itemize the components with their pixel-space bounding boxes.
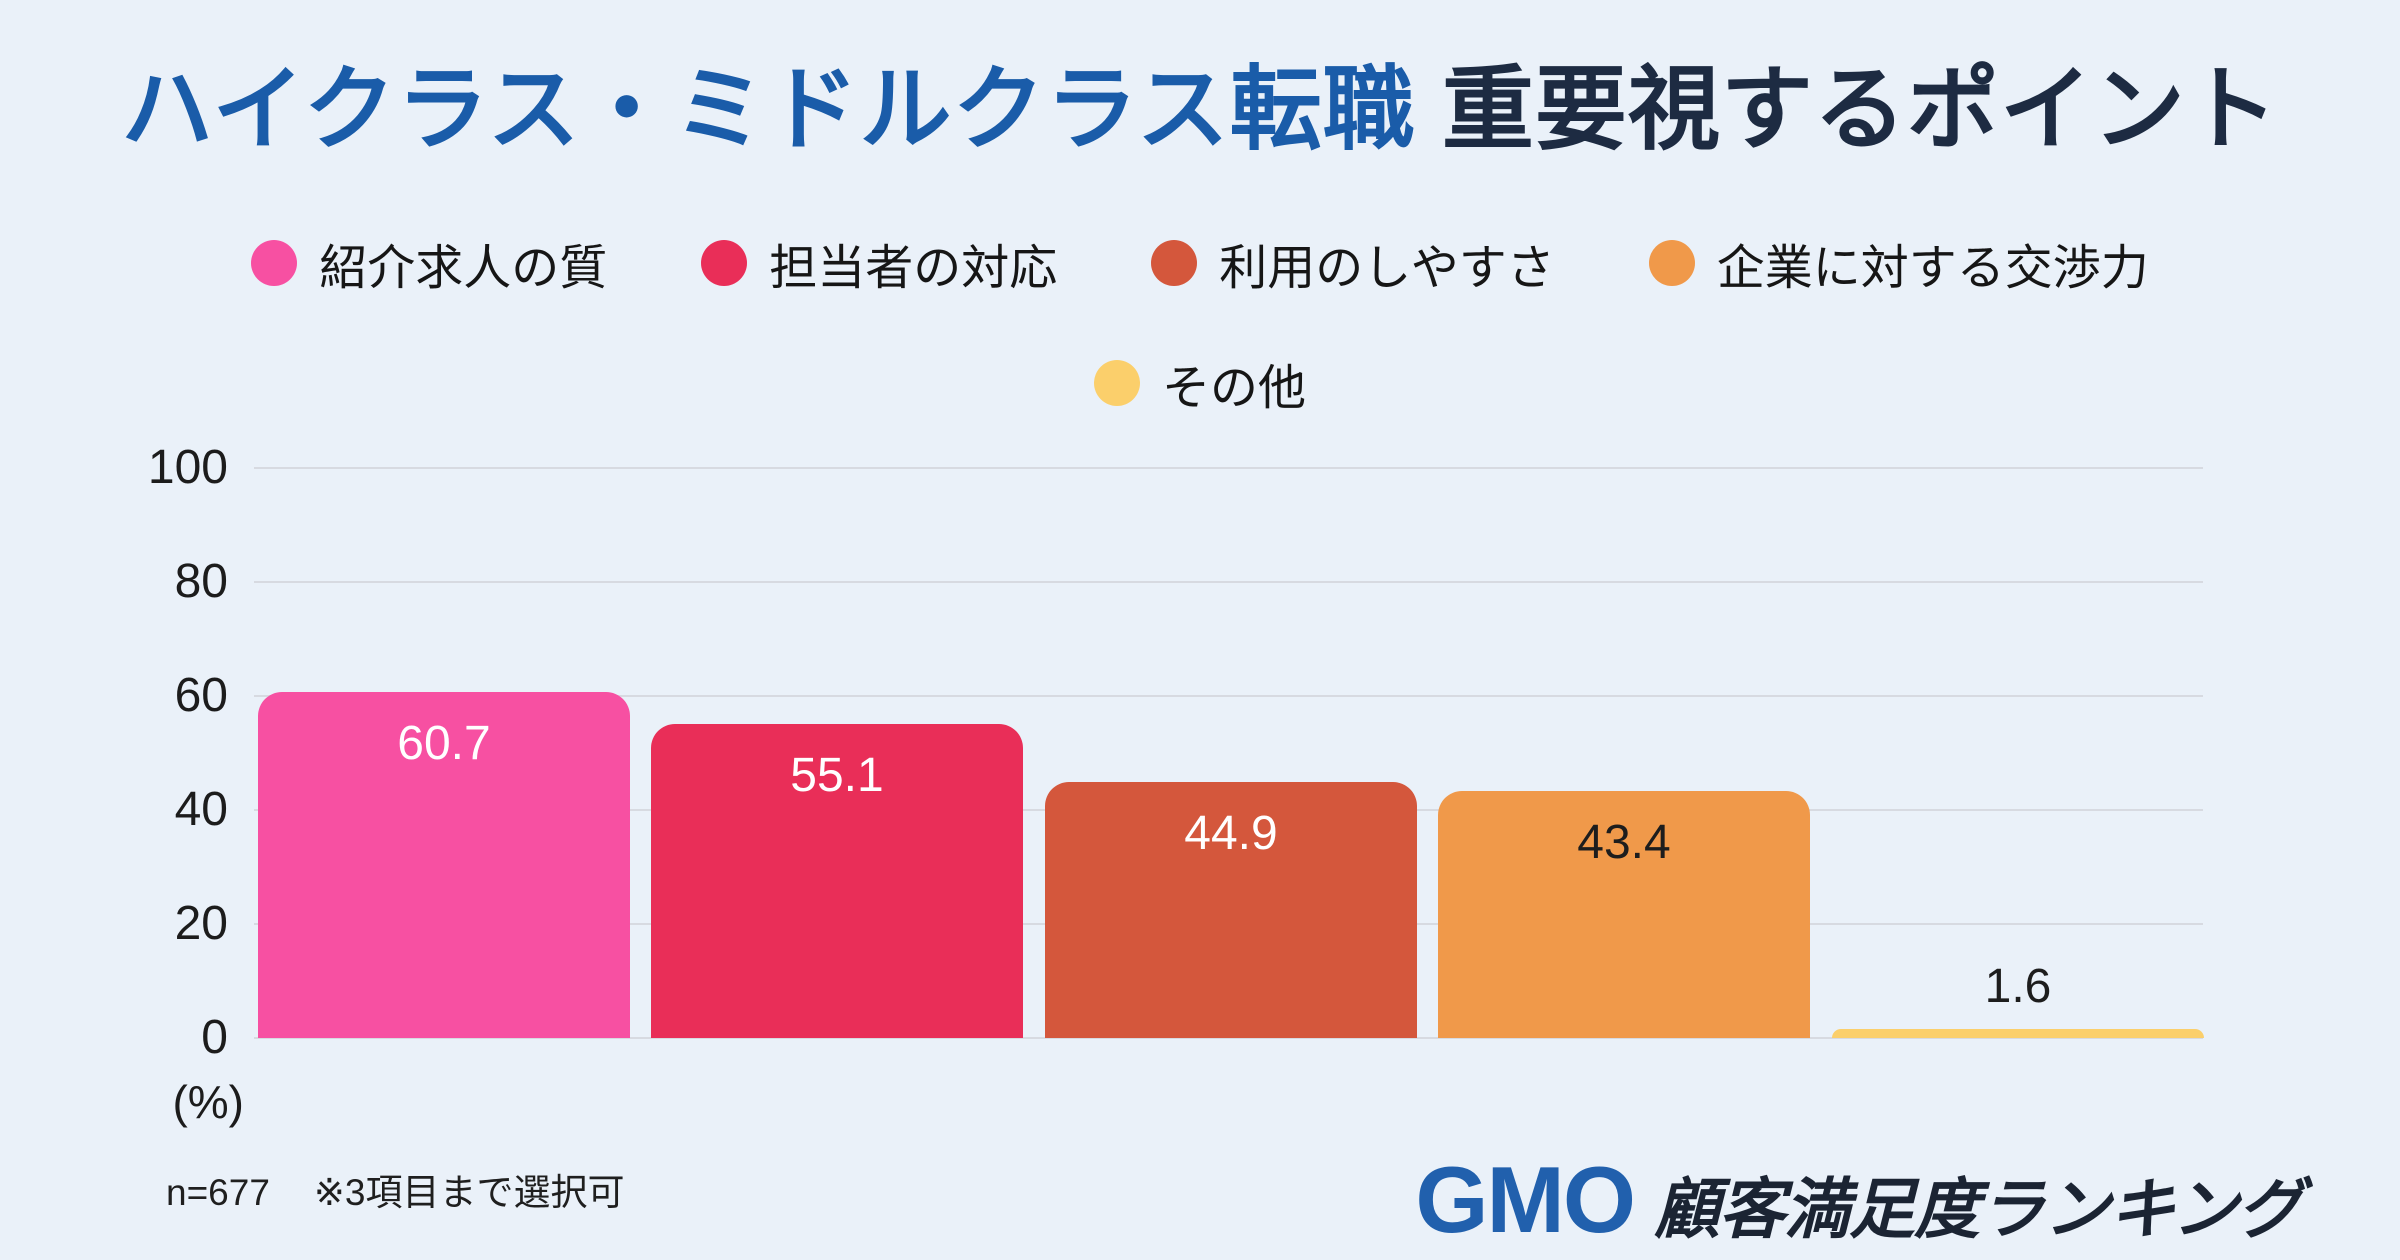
legend-item: 利用のしやすさ bbox=[1151, 228, 1555, 298]
legend-item: 企業に対する交渉力 bbox=[1648, 228, 2149, 298]
legend-label: 企業に対する交渉力 bbox=[1716, 242, 2149, 295]
legend-swatch-icon bbox=[701, 240, 748, 286]
y-axis-tick-label: 0 bbox=[201, 1011, 228, 1064]
legend-item: 担当者の対応 bbox=[701, 228, 1057, 298]
legend-label: 利用のしやすさ bbox=[1219, 242, 1555, 295]
page-title: ハイクラス・ミドルクラス転職 重要視するポイント bbox=[0, 58, 2400, 164]
gmo-logo-service-name: 顧客満足度ランキング bbox=[1653, 1172, 2303, 1246]
legend-row-2: その他 bbox=[0, 357, 2400, 415]
legend-label: 担当者の対応 bbox=[769, 242, 1058, 295]
legend-swatch-icon bbox=[251, 240, 298, 286]
bar-3 bbox=[1045, 782, 1417, 1038]
y-axis-tick-label: 40 bbox=[174, 783, 228, 836]
gridline bbox=[254, 1037, 2203, 1039]
page-title-rest: 重要視するポイント bbox=[1441, 59, 2279, 161]
legend-label: その他 bbox=[1161, 362, 1306, 415]
legend-swatch-icon bbox=[1093, 360, 1140, 406]
gridline bbox=[254, 581, 2203, 583]
bar-1 bbox=[258, 692, 630, 1038]
gmo-logo: GMO 顧客満足度ランキング bbox=[1415, 1146, 2303, 1254]
bar-2 bbox=[651, 724, 1023, 1038]
bar-value-label: 43.4 bbox=[1577, 816, 1671, 869]
y-axis-tick-label: 60 bbox=[174, 669, 228, 722]
gridline bbox=[254, 695, 2203, 697]
legend-label: 紹介求人の質 bbox=[319, 242, 608, 295]
bar-value-label: 55.1 bbox=[790, 749, 884, 802]
legend-row-1: 紹介求人の質 担当者の対応 利用のしやすさ 企業に対する交渉力 bbox=[0, 237, 2400, 295]
gridline bbox=[254, 467, 2203, 469]
bar-value-label: 1.6 bbox=[1984, 960, 2052, 1013]
page-title-highlight: ハイクラス・ミドルクラス転職 bbox=[121, 59, 1416, 161]
legend-swatch-icon bbox=[1648, 240, 1695, 286]
y-axis-tick-label: 20 bbox=[174, 897, 228, 950]
legend-swatch-icon bbox=[1151, 240, 1198, 286]
y-axis-unit-label: (%) bbox=[172, 1076, 244, 1128]
footnote: n=677 ※3項目まで選択可 bbox=[166, 1162, 625, 1216]
sample-size: n=677 bbox=[166, 1172, 270, 1213]
bar-5 bbox=[1832, 1029, 2204, 1038]
selection-note: ※3項目まで選択可 bbox=[313, 1172, 625, 1213]
gmo-logo-mark: GMO bbox=[1415, 1147, 1636, 1252]
legend-item: その他 bbox=[1093, 348, 1306, 418]
bar-value-label: 60.7 bbox=[397, 717, 491, 770]
y-axis-tick-label: 100 bbox=[147, 441, 228, 494]
legend-item: 紹介求人の質 bbox=[251, 228, 607, 298]
y-axis-tick-label: 80 bbox=[174, 555, 228, 608]
bar-value-label: 44.9 bbox=[1184, 807, 1278, 860]
bar-4 bbox=[1438, 791, 1810, 1038]
